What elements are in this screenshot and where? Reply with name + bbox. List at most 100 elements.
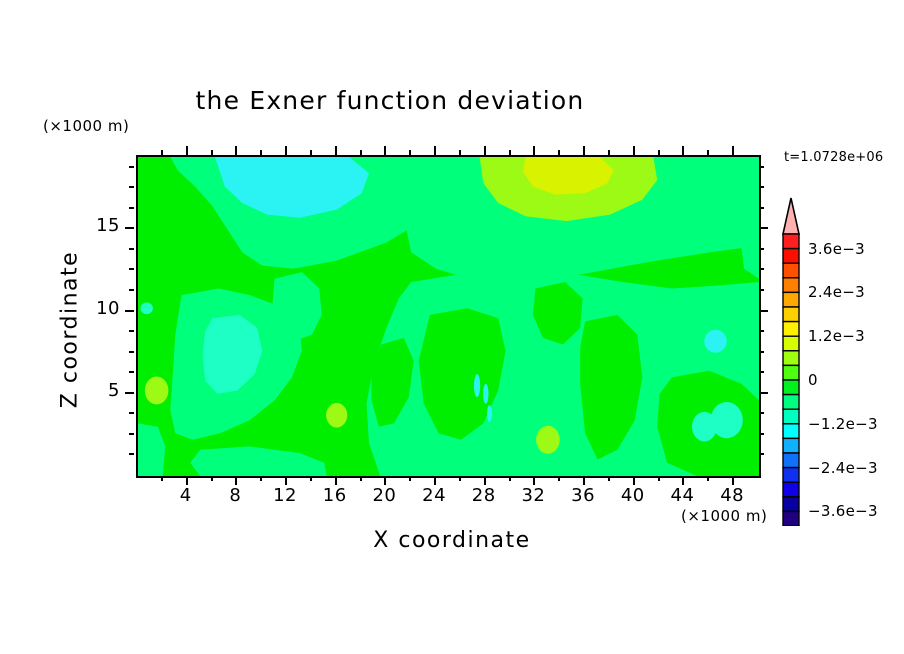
cyan-speck-c <box>710 402 743 439</box>
colorbar[interactable]: 3.6e−3 2.4e−3 1.2e−3 0 −1.2e−3 −2.4e−3 −3.6e−3 <box>776 196 878 579</box>
z-axis-tick-right <box>759 391 768 394</box>
colorbar-band <box>782 423 800 440</box>
z-axis-tick-right <box>759 412 764 415</box>
z-axis-tick <box>129 330 134 333</box>
x-axis-tick <box>707 476 710 481</box>
z-axis-tick <box>129 186 134 189</box>
x-axis-tick-top <box>533 146 536 155</box>
colorbar-tick-label: 3.6e−3 <box>808 239 865 258</box>
x-axis-tick-top <box>508 150 511 155</box>
z-axis-tick <box>125 309 134 312</box>
colorbar-tick-label: −1.2e−3 <box>808 414 878 433</box>
x-axis-tick-top <box>235 146 238 155</box>
z-axis-tick-right <box>759 186 764 189</box>
colorbar-tick-label: −3.6e−3 <box>808 502 878 521</box>
colorbar-tick-label: 0 <box>808 371 818 389</box>
x-axis-tick <box>657 476 660 481</box>
z-axis-tick-label: 15 <box>96 215 120 237</box>
z-axis-tick <box>129 432 134 435</box>
page-title: the Exner function deviation <box>195 86 585 115</box>
z-axis-tick-label: 5 <box>108 379 120 401</box>
x-axis-tick-top <box>732 146 735 155</box>
lower-right-green-island-b <box>371 337 414 427</box>
z-axis-tick-right <box>759 165 764 168</box>
z-axis-tick <box>129 371 134 374</box>
x-axis-tick-top <box>384 146 387 155</box>
colorbar-band <box>782 393 800 410</box>
x-axis-tick <box>458 476 461 481</box>
x-axis-tick <box>235 476 238 485</box>
mid-left-cool-core <box>202 314 263 394</box>
x-axis-tick-top <box>409 150 412 155</box>
x-axis-tick <box>260 476 263 481</box>
lower-right-green-island-c <box>533 282 583 345</box>
x-axis-tick-top <box>607 150 610 155</box>
warm-blob-center <box>326 402 348 428</box>
z-axis-tick <box>129 289 134 291</box>
cyan-dot-left <box>140 302 153 315</box>
z-axis-tick-right <box>759 247 764 250</box>
x-axis-units-label: (×1000 m) <box>681 507 768 525</box>
upper-left-cyan-core <box>215 157 369 218</box>
colorbar-band <box>782 291 800 308</box>
cyan-speck-b <box>692 411 717 442</box>
left-edge-cool-sliver <box>138 423 166 476</box>
colorbar-band <box>782 364 800 381</box>
contour-plot-area[interactable] <box>136 155 761 478</box>
z-axis-tick <box>129 165 134 168</box>
z-axis-tick <box>125 391 134 394</box>
colorbar-band <box>782 437 800 454</box>
colorbar-band <box>782 510 800 527</box>
x-axis-tick-top <box>160 150 163 155</box>
colorbar-band <box>782 320 800 337</box>
x-axis-tick-label: 44 <box>670 485 695 506</box>
colorbar-tick-label: 2.4e−3 <box>808 283 865 302</box>
z-axis-tick-right <box>759 289 764 291</box>
z-axis-tick-right <box>759 268 764 271</box>
x-axis-tick <box>583 476 586 485</box>
z-axis-tick-right <box>759 432 764 435</box>
bottom-left-cool-strip <box>190 446 327 476</box>
x-axis-tick-top <box>458 150 461 155</box>
x-axis-tick <box>434 476 437 485</box>
z-axis-units-label: (×1000 m) <box>43 117 130 135</box>
lower-right-green-island-d <box>580 314 643 460</box>
x-axis-tick <box>285 476 288 485</box>
x-axis-tick <box>508 476 511 481</box>
x-axis-tick <box>185 476 188 485</box>
x-axis-tick-label: 32 <box>521 485 546 506</box>
right-edge-cool-strip <box>737 157 759 279</box>
x-axis-tick-top <box>682 146 685 155</box>
x-axis-tick <box>334 476 337 485</box>
x-axis-tick-label: 36 <box>571 485 596 506</box>
x-axis-tick-label: 20 <box>372 485 397 506</box>
x-axis-tick-top <box>434 146 437 155</box>
z-axis-tick-right <box>759 453 764 456</box>
y-axis-title: Z coordinate <box>57 250 83 409</box>
x-axis-title: X coordinate <box>373 528 531 553</box>
z-axis-tick-right <box>759 309 768 312</box>
cyan-streak-c <box>487 405 492 422</box>
time-annotation: t=1.0728e+06 <box>784 150 884 165</box>
z-axis-tick-right <box>759 371 764 374</box>
colorbar-band <box>782 233 800 250</box>
colorbar-band <box>782 379 800 396</box>
x-axis-tick-top <box>309 150 312 155</box>
z-axis-tick-right <box>759 206 764 209</box>
x-axis-tick <box>533 476 536 485</box>
colorbar-over-cap <box>782 197 800 235</box>
colorbar-band <box>782 496 800 513</box>
x-axis-tick <box>558 476 561 481</box>
cyan-streak-b <box>483 383 489 404</box>
x-axis-tick-top <box>632 146 635 155</box>
lower-right-green-island-a <box>418 308 506 440</box>
colorbar-band <box>782 350 800 367</box>
x-axis-tick-label: 24 <box>422 485 447 506</box>
colorbar-tick-label: 1.2e−3 <box>808 327 865 346</box>
x-axis-tick-label: 48 <box>720 485 745 506</box>
x-axis-tick <box>732 476 735 485</box>
warm-blob-left <box>144 376 169 405</box>
colorbar-band <box>782 247 800 264</box>
cyan-streak-a <box>474 374 481 398</box>
